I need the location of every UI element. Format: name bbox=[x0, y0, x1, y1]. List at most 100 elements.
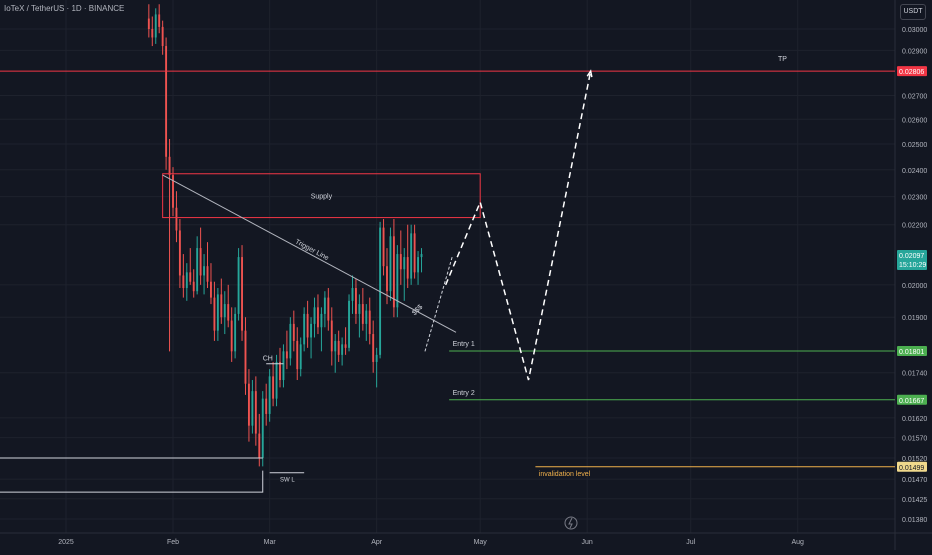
y-tick-label: 0.01900 bbox=[902, 315, 927, 322]
x-tick-label: May bbox=[474, 539, 488, 546]
supply-zone bbox=[162, 173, 481, 219]
y-tick-label: 0.02300 bbox=[902, 195, 927, 202]
candle-body bbox=[292, 323, 295, 341]
y-tick-label: 0.02700 bbox=[902, 93, 927, 100]
candle-body bbox=[196, 248, 199, 292]
candle-body bbox=[265, 398, 268, 414]
candle-body bbox=[241, 257, 243, 331]
x-tick-label: Apr bbox=[371, 539, 383, 546]
tp-label: TP bbox=[778, 56, 787, 63]
candle-body bbox=[354, 288, 357, 314]
y-tick-label: 0.02400 bbox=[902, 168, 927, 175]
candle-body bbox=[251, 391, 254, 426]
swl-label: SW L bbox=[280, 478, 295, 484]
supply-label: Supply bbox=[311, 194, 333, 201]
candle-body bbox=[296, 340, 299, 370]
candle-body bbox=[244, 330, 247, 384]
candle-body bbox=[165, 46, 168, 157]
y-tick-label: 0.02200 bbox=[902, 223, 927, 230]
ch-label: CH bbox=[263, 356, 273, 363]
candle-body bbox=[330, 320, 333, 352]
candle-body bbox=[392, 236, 395, 308]
y-tick-label: 0.01520 bbox=[902, 456, 927, 463]
x-tick-label: Aug bbox=[792, 539, 805, 546]
candle-body bbox=[247, 383, 250, 426]
x-tick-label: Jun bbox=[582, 539, 593, 546]
candle-body bbox=[372, 334, 375, 362]
candle-body bbox=[396, 254, 399, 308]
candle-body bbox=[406, 257, 409, 279]
x-tick-label: 2025 bbox=[58, 539, 74, 546]
candle-body bbox=[223, 304, 226, 318]
y-tick-label: 0.01380 bbox=[902, 517, 927, 524]
candle-body bbox=[375, 354, 378, 362]
candle-body bbox=[178, 230, 181, 276]
candle-body bbox=[382, 227, 385, 267]
candle-body bbox=[313, 307, 316, 324]
candle-body bbox=[303, 313, 306, 345]
y-tick-label: 0.02900 bbox=[902, 48, 927, 55]
lightning-icon[interactable] bbox=[564, 516, 578, 530]
candle-body bbox=[210, 281, 212, 298]
price-tag-tp bbox=[897, 66, 927, 77]
price-tag-label: 0.01499 bbox=[899, 465, 924, 472]
entry1-label: Entry 1 bbox=[453, 341, 475, 348]
x-tick-label: Mar bbox=[264, 539, 277, 546]
candle-body bbox=[413, 233, 416, 273]
candle-body bbox=[403, 257, 406, 270]
candle-body bbox=[420, 254, 423, 258]
invalidation-label: invalidation level bbox=[539, 471, 591, 478]
candle-body bbox=[168, 156, 171, 176]
candle-body bbox=[192, 281, 195, 292]
entry2-label: Entry 2 bbox=[453, 390, 475, 397]
liquidity-dash-line bbox=[424, 255, 454, 352]
candle-body bbox=[337, 340, 340, 355]
candle-body bbox=[348, 300, 350, 348]
candle-body bbox=[306, 313, 309, 338]
y-tick-label: 0.03000 bbox=[902, 27, 927, 34]
candle-body bbox=[334, 340, 337, 352]
candle-body bbox=[189, 272, 192, 282]
price-tag-label: 0.02097 bbox=[899, 253, 924, 260]
candle-body bbox=[279, 361, 281, 381]
y-tick-label: 0.02000 bbox=[902, 283, 927, 290]
candle-body bbox=[389, 236, 392, 292]
candle-body bbox=[185, 272, 188, 289]
x-tick-label: Jul bbox=[686, 539, 695, 546]
candle-body bbox=[368, 310, 371, 335]
y-tick-label: 0.01425 bbox=[902, 497, 927, 504]
candle-body bbox=[361, 304, 364, 324]
candle-body bbox=[234, 313, 237, 352]
y-tick-label: 0.01740 bbox=[902, 371, 927, 378]
candle-body bbox=[386, 266, 388, 292]
candle-body bbox=[399, 254, 402, 270]
price-tag-invalidation bbox=[897, 461, 927, 472]
candle-body bbox=[175, 207, 178, 231]
candle-body bbox=[237, 257, 240, 314]
range-box bbox=[0, 457, 264, 493]
y-tick-label: 0.01570 bbox=[902, 436, 927, 443]
candle-body bbox=[172, 175, 174, 208]
candle-body bbox=[230, 320, 233, 352]
y-tick-label: 0.02600 bbox=[902, 117, 927, 124]
candle-body bbox=[299, 344, 302, 370]
candle-body bbox=[317, 307, 319, 328]
candle-body bbox=[310, 323, 313, 338]
candle-body bbox=[320, 313, 323, 328]
candle-body bbox=[275, 361, 278, 399]
candle-body bbox=[285, 351, 288, 359]
symbol-title: IoTeX / TetherUS · 1D · BINANCE bbox=[4, 4, 125, 13]
candle-body bbox=[289, 323, 292, 359]
x-tick-label: Feb bbox=[167, 539, 179, 546]
candle-body bbox=[358, 304, 361, 314]
candle-body bbox=[213, 297, 216, 331]
candle-body bbox=[365, 310, 368, 324]
currency-button[interactable]: USDT bbox=[900, 4, 926, 20]
candle-body bbox=[327, 297, 330, 321]
candle-body bbox=[254, 391, 257, 434]
candle-body bbox=[227, 304, 230, 321]
candle-body bbox=[161, 26, 164, 47]
candle-body bbox=[154, 14, 157, 38]
